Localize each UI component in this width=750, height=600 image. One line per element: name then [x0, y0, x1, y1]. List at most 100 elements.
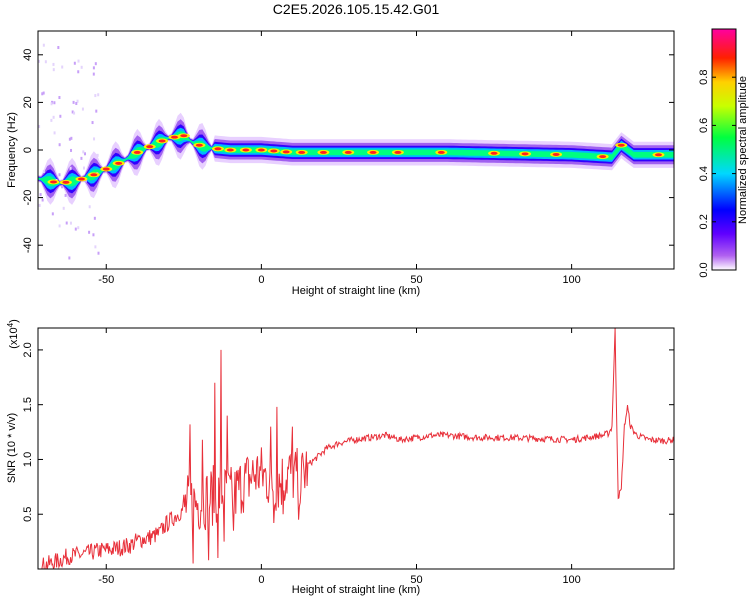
spectrogram-peak-core [115, 161, 123, 165]
spectrogram-speckle [41, 198, 44, 202]
spectrogram-speckle [96, 153, 99, 157]
colorbar-tick-label: 0.4 [698, 166, 710, 181]
spectrogram-speckle [52, 68, 55, 72]
spectrogram-speckle [38, 59, 41, 63]
spectrogram-speckle [52, 115, 55, 119]
spectrogram-peak-core [599, 155, 607, 159]
spectrogram-peak-core [282, 150, 290, 154]
snr-y-tick-label: 2.0 [22, 342, 34, 357]
snr-y-tick-label: 1.5 [22, 397, 34, 412]
spectrogram-speckle [58, 96, 61, 100]
spectrogram-speckle [41, 92, 44, 96]
spectrogram-peak-core [270, 149, 278, 153]
spectrogram-peak-core [437, 150, 445, 154]
spectrogram-speckle [92, 233, 95, 237]
spectrogram-speckle [81, 107, 84, 111]
spectrogram-speckle [97, 93, 100, 97]
spectrogram-speckle [70, 148, 73, 152]
spectrogram-speckle [69, 166, 72, 170]
spectrogram-speckle [57, 46, 60, 50]
spectrogram-peak-core [226, 148, 234, 152]
spectrogram-speckle [95, 109, 98, 113]
snr-x-tick-label: 50 [410, 574, 422, 586]
spectrogram-peak-core [369, 150, 377, 154]
spectrogram-peak-core [298, 150, 306, 154]
colorbar-tick-label: 0.0 [698, 262, 710, 277]
spectrogram-speckle [75, 102, 78, 106]
spectrogram-speckle [70, 136, 73, 140]
spectrogram-peak-core [319, 150, 327, 154]
colorbar-frame [711, 28, 737, 271]
spectrogram-speckle [38, 203, 41, 207]
snr-y-multiplier: (x104) [6, 319, 20, 349]
spectrogram-speckle [88, 230, 91, 234]
spectrogram-speckle [92, 72, 95, 76]
spectrogram-speckle [94, 62, 97, 66]
spectrogram-peak-core [214, 147, 222, 151]
spectrogram-speckle [51, 212, 54, 216]
snr-ticks: -50 0 50 100 0.5 1.0 1.5 2.0 [22, 328, 674, 586]
spectrogram-speckle [72, 100, 75, 104]
spectrogram-speckle [62, 206, 65, 210]
spectrogram-x-tick-label: 50 [410, 274, 422, 286]
spectrogram-speckle [82, 166, 85, 170]
spectrogram-peak-core [195, 143, 203, 147]
spectrogram-speckle [59, 114, 62, 118]
spectrogram-peak-core [490, 151, 498, 155]
spectrogram-peak-core [171, 135, 179, 139]
spectrogram-speckle [77, 59, 80, 63]
spectrogram-speckle [88, 205, 91, 209]
spectrogram-peak-core [617, 143, 625, 147]
spectrogram-speckle [93, 216, 96, 220]
colorbar-gradient [712, 29, 736, 270]
spectrogram-speckle [80, 156, 83, 160]
spectrogram-peak-core [146, 145, 154, 149]
spectrogram-peak-core [242, 148, 250, 152]
snr-y-tick-label: 0.5 [22, 507, 34, 522]
snr-panel: -50 0 50 100 0.5 1.0 1.5 2.0 Height of straight… [6, 319, 675, 596]
spectrogram-y-tick-label: 40 [22, 49, 34, 61]
colorbar: 0.0 0.2 0.4 0.6 0.8 Normalized spectral ampl… [698, 28, 749, 278]
spectrogram-peak-core [62, 180, 70, 184]
spectrogram-speckle [53, 101, 56, 105]
spectrogram-speckle [42, 43, 45, 47]
spectrogram-y-label: Frequency (Hz) [6, 112, 18, 188]
spectrogram-peak-core [50, 180, 58, 184]
spectrogram-speckle [38, 124, 41, 128]
snr-x-tick-label: -50 [98, 574, 114, 586]
spectrogram-peak-core [102, 167, 110, 171]
spectrogram-speckle [84, 179, 87, 183]
spectrogram-speckle [58, 143, 61, 147]
spectrogram-speckle [92, 66, 95, 70]
spectrogram-speckle [91, 121, 94, 125]
spectrogram-speckle [58, 224, 61, 228]
spectrogram-x-tick-label: 100 [562, 274, 580, 286]
snr-y-tick-label: 1.0 [22, 452, 34, 467]
spectrogram-speckle [68, 137, 71, 141]
figure-title: C2E5.2026.105.15.42.G01 [273, 1, 440, 17]
snr-y-label: SNR (10 * v/v) [6, 413, 18, 483]
spectrogram-speckle [80, 65, 83, 69]
spectrogram-ticks: -50 0 50 100 -40 -20 0 20 40 [22, 31, 674, 286]
spectrogram-speckle [73, 61, 76, 65]
colorbar-tick-label: 0.8 [698, 70, 710, 85]
colorbar-ticks: 0.0 0.2 0.4 0.6 0.8 [698, 70, 736, 278]
spectrogram-speckle [82, 150, 85, 154]
spectrogram-speckle [77, 70, 80, 74]
spectrogram-speckle [94, 245, 97, 249]
spectrogram-peak-core [90, 173, 98, 177]
snr-frame [37, 327, 675, 570]
spectrogram-speckle [73, 111, 76, 115]
spectrogram-speckle [65, 221, 68, 225]
spectrogram-speckle [53, 131, 56, 135]
spectrogram-speckle [42, 169, 45, 173]
spectrogram-speckle [68, 256, 71, 260]
spectrogram-y-tick-label: 0 [22, 147, 34, 153]
spectrogram-peak-core [521, 152, 529, 156]
spectrogram-speckle [64, 193, 67, 197]
spectrogram-speckle [61, 65, 64, 69]
spectrogram-speckle [50, 102, 53, 106]
spectrogram-peak-core [552, 152, 560, 156]
spectrogram-peak-core [77, 177, 85, 181]
spectrogram-speckle [93, 137, 96, 141]
